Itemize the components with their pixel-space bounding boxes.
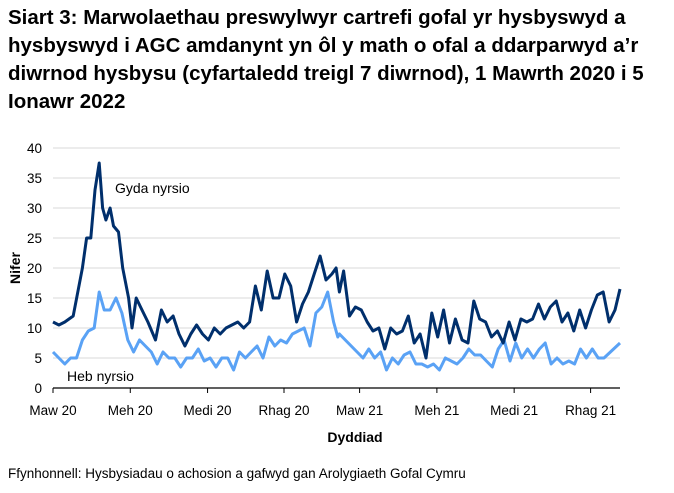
- x-axis: Maw 20 Meh 20 Medi 20 Rhag 20 Maw 21 Meh 21 Me…: [29, 387, 620, 418]
- source-note: Ffynhonnell: Hysbysiadau o achosion a ga…: [8, 466, 466, 481]
- x-tick-label: Medi 20: [184, 403, 232, 418]
- x-tick-label: Rhag 20: [258, 403, 309, 418]
- chart-title: Siart 3: Marwolaethau preswylwyr cartref…: [8, 6, 644, 113]
- x-tick-label: Maw 20: [29, 403, 76, 418]
- x-tick-label: Rhag 21: [565, 403, 616, 418]
- x-tick-label: Meh 21: [414, 403, 459, 418]
- y-tick-label: 40: [27, 141, 42, 156]
- x-tick-label: Medi 21: [490, 403, 538, 418]
- annotation-gyda-nyrsio: Gyda nyrsio: [115, 180, 190, 196]
- y-axis-label: Nifer: [7, 252, 23, 284]
- y-tick-label: 25: [27, 231, 42, 246]
- y-tick-label: 35: [27, 171, 42, 186]
- y-tick-label: 15: [27, 291, 42, 306]
- x-tick-label: Meh 20: [108, 403, 153, 418]
- series-line-heb-nyrsio: [51, 290, 622, 372]
- annotation-heb-nyrsio: Heb nyrsio: [67, 368, 134, 384]
- y-axis-ticks: 0 5 10 15 20 25 30 35 40: [27, 141, 42, 396]
- y-tick-label: 30: [27, 201, 42, 216]
- y-tick-label: 0: [34, 381, 42, 396]
- y-tick-label: 10: [27, 321, 42, 336]
- series-line-gyda-nyrsio: [52, 161, 622, 360]
- y-tick-label: 5: [34, 351, 42, 366]
- y-tick-label: 20: [27, 261, 42, 276]
- x-axis-label: Dyddiad: [327, 429, 382, 445]
- x-tick-label: Maw 21: [336, 403, 383, 418]
- series-lines: [51, 161, 622, 372]
